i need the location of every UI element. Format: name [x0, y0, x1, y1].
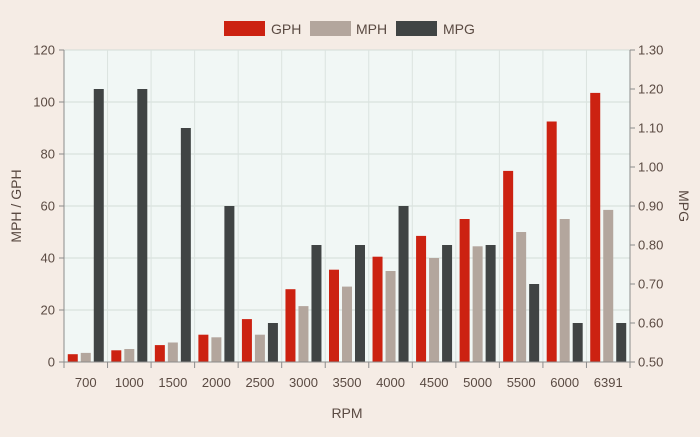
x-tick-label: 4000 [376, 375, 405, 390]
x-tick-label: 6391 [594, 375, 623, 390]
bar-mph [603, 209, 614, 362]
bar-mph [559, 219, 570, 362]
legend-swatch-mph [310, 21, 351, 36]
y-tick-label-right: 0.60 [638, 316, 663, 331]
bar-mph [385, 271, 396, 362]
bar-mpg [529, 284, 540, 362]
bar-gph [241, 319, 252, 362]
bar-mph [167, 342, 178, 362]
y-axis-title-left: MPH / GPH [8, 169, 24, 242]
bar-mph [472, 246, 483, 362]
y-tick-label-right: 1.10 [638, 121, 663, 136]
bar-mpg [355, 245, 365, 362]
y-tick-label-left: 20 [41, 303, 55, 318]
x-tick-label: 3000 [289, 375, 318, 390]
x-tick-label: 4500 [420, 375, 449, 390]
bar-mpg [485, 245, 496, 362]
x-tick-label: 2500 [245, 375, 274, 390]
bar-mpg [311, 245, 322, 362]
grid-lines [64, 49, 630, 362]
y-tick-label-right: 0.50 [638, 355, 663, 370]
bar-gph [503, 170, 514, 362]
y-tick-label-right: 0.90 [638, 199, 663, 214]
y-tick-label-right: 1.20 [638, 82, 663, 97]
bar-gph [590, 92, 601, 363]
bar-gph [372, 256, 383, 362]
y-tick-label-right: 0.70 [638, 277, 663, 292]
bar-mpg [224, 206, 235, 362]
bars [67, 89, 627, 363]
bar-mpg [442, 245, 453, 362]
bar-gph [285, 289, 296, 362]
bar-mph [342, 286, 352, 362]
y-axis-title-right: MPG [676, 190, 692, 222]
bar-gph [329, 269, 339, 362]
bar-gph [416, 235, 427, 362]
legend-label-gph: GPH [271, 21, 301, 37]
bar-mpg [137, 89, 148, 362]
bar-gph [459, 219, 470, 362]
y-tick-label-right: 0.80 [638, 238, 663, 253]
bar-mpg [398, 206, 409, 362]
bar-gph [67, 354, 78, 362]
axes: 0 20 40 60 80 100 120 0.50 0.60 0.70 0.80 0.90 1.00 1… [33, 43, 663, 391]
bar-mpg [267, 323, 278, 362]
y-tick-label-right: 1.30 [638, 43, 663, 58]
bar-mph [298, 306, 309, 362]
x-tick-label: 5000 [463, 375, 492, 390]
x-tick-label: 3500 [333, 375, 362, 390]
x-tick-label: 5500 [507, 375, 536, 390]
bar-mpg [572, 323, 583, 362]
y-tick-label-left: 80 [41, 147, 55, 162]
bar-gph [111, 350, 122, 362]
bar-mpg [180, 128, 191, 362]
x-tick-label: 6000 [550, 375, 579, 390]
y-tick-label-left: 40 [41, 251, 55, 266]
bar-gph [546, 121, 557, 362]
y-tick-label-right: 1.00 [638, 160, 663, 175]
bar-gph [154, 345, 165, 362]
x-tick-label: 700 [75, 375, 97, 390]
legend-label-mpg: MPG [443, 21, 475, 37]
y-tick-label-left: 100 [33, 95, 55, 110]
bar-mph [429, 258, 440, 362]
y-tick-label-left: 0 [48, 355, 55, 370]
x-tick-label: 1000 [115, 375, 144, 390]
bar-mph [124, 349, 135, 362]
bar-mpg [616, 323, 627, 362]
x-tick-label: 2000 [202, 375, 231, 390]
bar-mph [211, 337, 222, 362]
legend: GPH MPH MPG [224, 21, 475, 37]
bar-gph [198, 334, 209, 362]
legend-swatch-mpg [396, 21, 437, 36]
y-tick-label-left: 120 [33, 43, 55, 58]
bar-mph [516, 232, 527, 362]
legend-label-mph: MPH [356, 21, 387, 37]
x-axis-title: RPM [331, 405, 362, 421]
legend-swatch-gph [224, 21, 265, 36]
bar-mph [254, 334, 265, 362]
bar-mpg [93, 89, 104, 362]
y-tick-label-left: 60 [41, 199, 55, 214]
x-tick-label: 1500 [158, 375, 187, 390]
bar-mph [80, 352, 91, 362]
